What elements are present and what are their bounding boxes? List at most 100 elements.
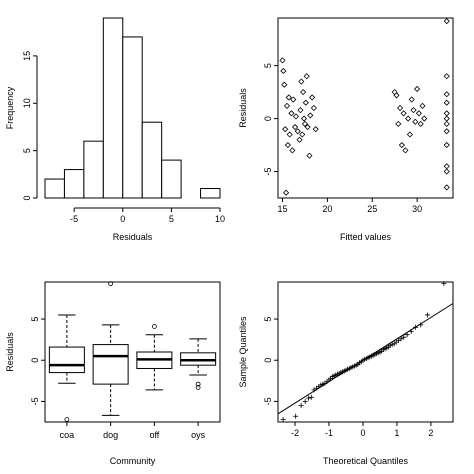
x-axis-title: Fitted values <box>340 232 392 242</box>
y-axis-title: Residuals <box>5 332 15 372</box>
scatter-point <box>443 18 450 25</box>
category-label: off <box>149 430 159 440</box>
y-axis-title: Frequency <box>5 86 15 129</box>
x-tick-label: 25 <box>367 204 377 214</box>
community-boxplot-panel: coa dog off oys -5 0 5 Community Residuals <box>5 281 221 466</box>
x-tick-label: 15 <box>277 204 287 214</box>
qq-point <box>298 403 304 409</box>
y-tick-label: 0 <box>22 195 32 200</box>
scatter-point <box>443 184 450 191</box>
histogram-bar <box>161 159 182 199</box>
x-tick-label: -2 <box>291 428 299 438</box>
scatter-point <box>412 118 419 125</box>
scatter-point <box>443 115 450 122</box>
box <box>48 346 85 374</box>
scatter-point <box>282 126 289 133</box>
scatter-point <box>415 110 422 117</box>
scatter-point <box>283 189 290 196</box>
scatter-point <box>306 152 313 159</box>
scatter-point <box>296 136 303 143</box>
scatter-point <box>443 168 450 175</box>
scatter-point <box>400 110 407 117</box>
scatter-point <box>310 104 317 112</box>
y-tick-label: -5 <box>263 168 273 176</box>
scatter-point <box>285 94 292 101</box>
scatter-point <box>289 147 296 154</box>
scatter-point <box>290 96 297 103</box>
scatter-point <box>309 94 316 101</box>
scatter-point <box>395 120 402 127</box>
scatter-point <box>443 73 450 80</box>
y-tick-label: 0 <box>30 358 40 363</box>
scatter-point <box>443 128 450 135</box>
scatter-point <box>443 163 450 170</box>
qq-point <box>302 398 308 404</box>
scatter-point <box>292 113 300 120</box>
scatter-point <box>443 120 450 127</box>
histogram-bar <box>200 188 221 199</box>
outlier-point <box>195 381 201 387</box>
scatter-point <box>281 81 288 88</box>
y-tick-label: 10 <box>22 98 32 108</box>
scatter-point <box>280 67 287 75</box>
scatter-point <box>301 120 308 127</box>
outlier-point <box>195 385 201 390</box>
scatter-point <box>297 107 304 114</box>
y-tick-label: -5 <box>263 397 273 405</box>
scatter-point <box>396 104 404 112</box>
plot-frame <box>277 281 454 423</box>
plot-frame <box>277 17 454 199</box>
y-axis-title: Sample Quantiles <box>238 316 248 388</box>
fitted-vs-residuals-panel: 15 20 25 30 -5 0 5 Fitted values Residuals <box>238 17 454 242</box>
qq-point <box>418 322 424 328</box>
y-tick-label: 5 <box>263 317 273 322</box>
normal-qq-panel: -2 -1 0 1 2 -5 0 5 Theoretical Quantiles Sample Q… <box>238 281 454 466</box>
scatter-point <box>391 89 398 96</box>
scatter-point <box>300 89 307 96</box>
qq-point <box>441 281 447 287</box>
scatter-point <box>302 99 309 106</box>
qq-point <box>308 394 314 400</box>
x-axis-title: Theoretical Quantiles <box>323 456 409 466</box>
x-axis-title: Community <box>110 456 156 466</box>
scatter-point <box>283 102 291 109</box>
y-tick-label: 5 <box>263 63 273 68</box>
category-label: coa <box>60 430 75 440</box>
scatter-point <box>294 128 301 135</box>
scatter-point <box>410 107 417 114</box>
x-axis-title: Residuals <box>113 232 153 242</box>
scatter-point <box>443 91 450 98</box>
scatter-point <box>421 115 428 122</box>
y-tick-label: 0 <box>263 358 273 363</box>
box <box>92 344 129 385</box>
scatter-point <box>300 115 308 122</box>
x-tick-label: -5 <box>70 214 78 224</box>
category-label: dog <box>103 430 118 440</box>
scatter-point <box>291 123 299 131</box>
scatter-point <box>299 131 306 138</box>
outlier-point <box>108 281 114 287</box>
scatter-point <box>298 78 305 85</box>
qq-point <box>280 417 286 423</box>
histogram-bar <box>44 178 65 199</box>
scatter-point <box>443 141 450 149</box>
scatter-point <box>279 57 286 64</box>
histogram-bar <box>63 169 85 199</box>
scatter-point <box>398 141 405 149</box>
histogram-panel: -5 0 5 10 0 5 10 15 Residuals Frequency <box>5 17 225 242</box>
qq-point <box>398 336 404 342</box>
scatter-point <box>414 85 421 93</box>
qq-point <box>425 312 431 318</box>
outlier-point <box>64 417 70 422</box>
x-tick-label: 10 <box>215 214 225 224</box>
scatter-point <box>307 112 314 119</box>
scatter-point <box>406 131 413 138</box>
x-tick-label: 2 <box>428 428 433 438</box>
outlier-point <box>151 324 157 329</box>
y-tick-label: 5 <box>22 148 32 153</box>
scatter-point <box>286 131 293 138</box>
histogram-bar <box>102 17 124 199</box>
y-tick-label: 0 <box>263 116 273 121</box>
y-tick-label: -5 <box>30 397 40 405</box>
